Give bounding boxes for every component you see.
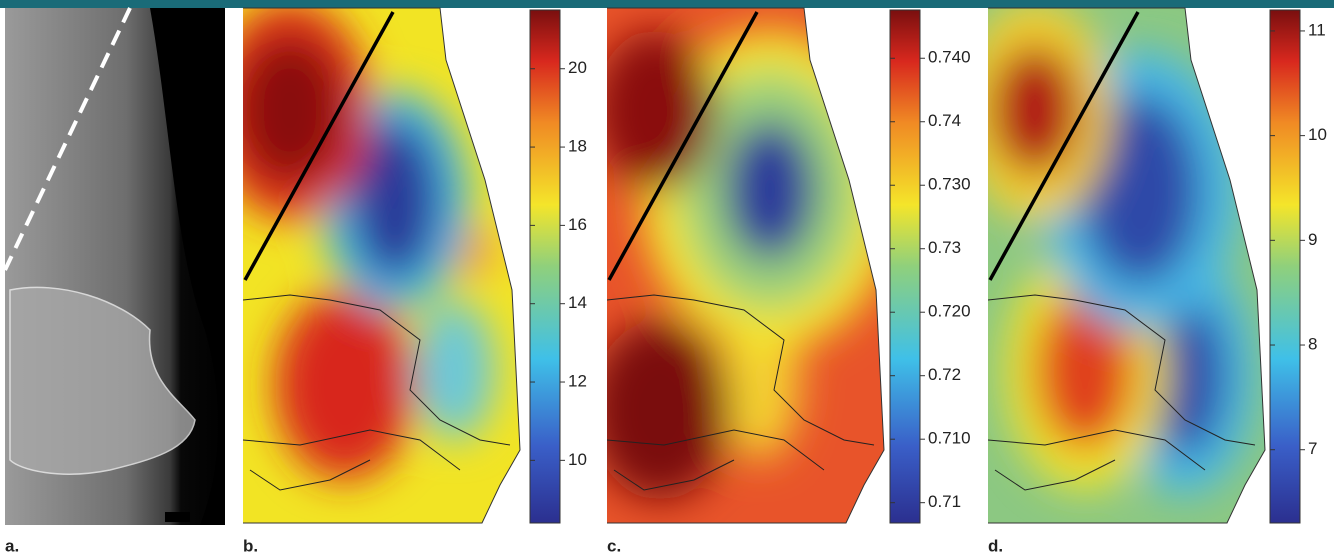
colorbar-tick-label: 12 [568, 372, 587, 391]
skin-line [988, 7, 1266, 524]
skin-line [607, 7, 885, 524]
heatmap [243, 8, 520, 523]
colorbar-tick-label: 0.71 [928, 492, 961, 511]
heatmap-blobs [243, 8, 495, 480]
colorbar-tick-label: 0.72 [928, 365, 961, 384]
colorbar-tick-label: 11 [1308, 20, 1326, 39]
blob [1035, 290, 1135, 450]
colorbar-tick-label: 0.730 [928, 175, 971, 194]
colorbar-tick-label: 0.74 [928, 111, 961, 130]
region-outline [243, 294, 511, 491]
boundary-line [988, 11, 1140, 281]
heatmap [988, 8, 1265, 523]
colorbar-tick-label: 0.710 [928, 429, 971, 448]
heatmap-blobs [988, 8, 1255, 495]
region-outline [988, 294, 1256, 491]
colorbar-tick-label: 10 [1308, 125, 1327, 144]
blob [990, 45, 1080, 175]
colorbar-tick-label: 14 [568, 293, 587, 312]
colorbar [889, 9, 921, 524]
blob [725, 120, 815, 260]
mammogram [3, 7, 225, 525]
colorbar-tick-label: 8 [1308, 335, 1317, 354]
colorbar-tick-label: 7 [1308, 439, 1317, 458]
panel-label: d. [988, 536, 1003, 555]
colorbar-tick-label: 9 [1308, 230, 1317, 249]
region-outline [607, 294, 875, 491]
boundary-line [607, 11, 759, 281]
heatmap [607, 8, 884, 523]
blob [275, 290, 415, 480]
blob [1145, 295, 1225, 455]
panel-label: c. [607, 536, 621, 555]
colorbar-tick-label: 16 [568, 215, 587, 234]
colorbar-tick-label: 0.73 [928, 238, 961, 257]
header-bar [0, 0, 1334, 8]
colorbar-tick-label: 20 [568, 58, 587, 77]
colorbar-tick-label: 18 [568, 137, 587, 156]
blob [415, 300, 495, 440]
panel-label: b. [243, 536, 258, 555]
blob [243, 35, 345, 185]
blob [1080, 95, 1200, 285]
colorbar-tick-label: 0.720 [928, 302, 971, 321]
panel-label: a. [5, 536, 19, 555]
blob [607, 320, 730, 500]
colorbar-tick-label: 10 [568, 450, 587, 469]
skin-line [243, 7, 521, 524]
colorbar-tick-label: 0.740 [928, 48, 971, 67]
colorbar [1269, 9, 1301, 524]
blob [350, 120, 440, 280]
boundary-line [243, 11, 395, 281]
colorbar [529, 9, 561, 524]
blob [607, 30, 715, 190]
